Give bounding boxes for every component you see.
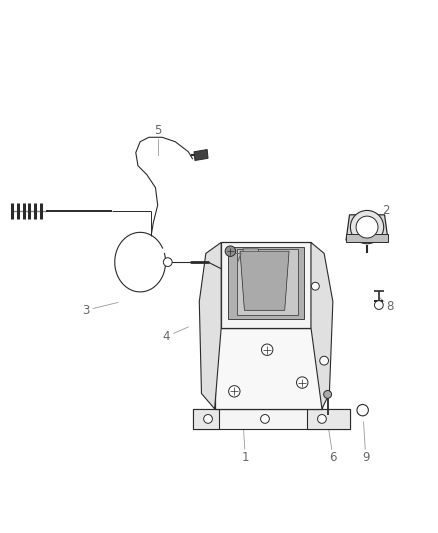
Circle shape [320,356,328,365]
Polygon shape [215,328,322,409]
Polygon shape [193,409,350,429]
Text: 2: 2 [381,204,389,217]
Circle shape [357,405,368,416]
Polygon shape [311,243,333,409]
Polygon shape [346,233,388,243]
Circle shape [356,216,378,238]
Text: 9: 9 [362,450,370,464]
Polygon shape [307,409,350,429]
Polygon shape [346,215,388,240]
Text: 8: 8 [386,300,393,313]
Circle shape [318,415,326,423]
Circle shape [204,415,212,423]
Circle shape [261,415,269,423]
Circle shape [163,258,172,266]
Circle shape [297,377,308,388]
Polygon shape [193,409,219,429]
Circle shape [261,344,273,356]
Circle shape [350,211,384,244]
Polygon shape [194,150,208,160]
Text: 3: 3 [82,304,89,317]
Circle shape [229,386,240,397]
Circle shape [374,301,383,310]
Polygon shape [221,243,311,328]
Polygon shape [243,249,263,286]
Polygon shape [237,249,298,314]
Circle shape [324,391,332,398]
Circle shape [311,282,319,290]
Polygon shape [228,247,304,319]
Text: 6: 6 [329,450,337,464]
Text: 7: 7 [235,252,243,265]
Text: 5: 5 [154,124,161,137]
Polygon shape [240,251,289,310]
Text: 1: 1 [241,450,249,464]
Circle shape [225,246,236,256]
Text: 4: 4 [162,330,170,343]
Polygon shape [199,243,221,409]
